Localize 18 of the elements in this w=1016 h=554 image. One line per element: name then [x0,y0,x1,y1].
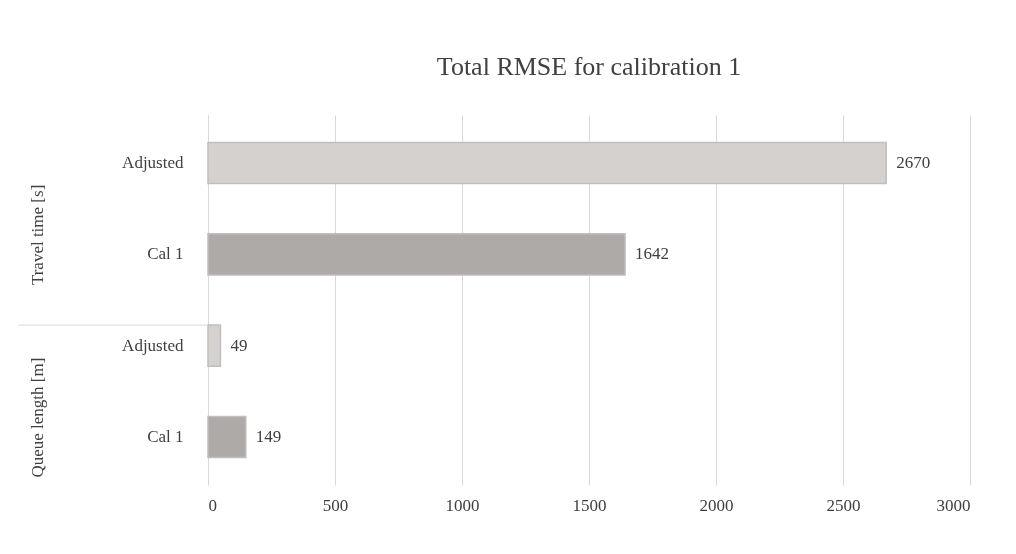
x-tick-label: 500 [322,495,349,515]
x-tick-label: 2500 [826,495,861,515]
data-label: 2670 [896,152,931,172]
y-tick-label: Adjusted [122,152,184,172]
data-label: 1642 [635,244,670,264]
text: Travel time [s] [28,184,47,286]
x-tick-label: 1500 [572,495,607,515]
y-tick-label: Cal 1 [147,427,184,447]
y-tick-label: Adjusted [122,335,184,355]
data-label: 149 [255,427,282,447]
x-tick-label: 0 [208,495,217,515]
y-tick-label: Cal 1 [147,244,184,264]
x-tick-label: 1000 [445,495,480,515]
x-tick-label: 3000 [936,495,971,515]
chart-title: Total RMSE for calibration 1 [436,52,742,81]
text: Queue length [m] [28,357,47,478]
x-tick-label: 2000 [699,495,734,515]
data-label: 49 [230,335,248,355]
